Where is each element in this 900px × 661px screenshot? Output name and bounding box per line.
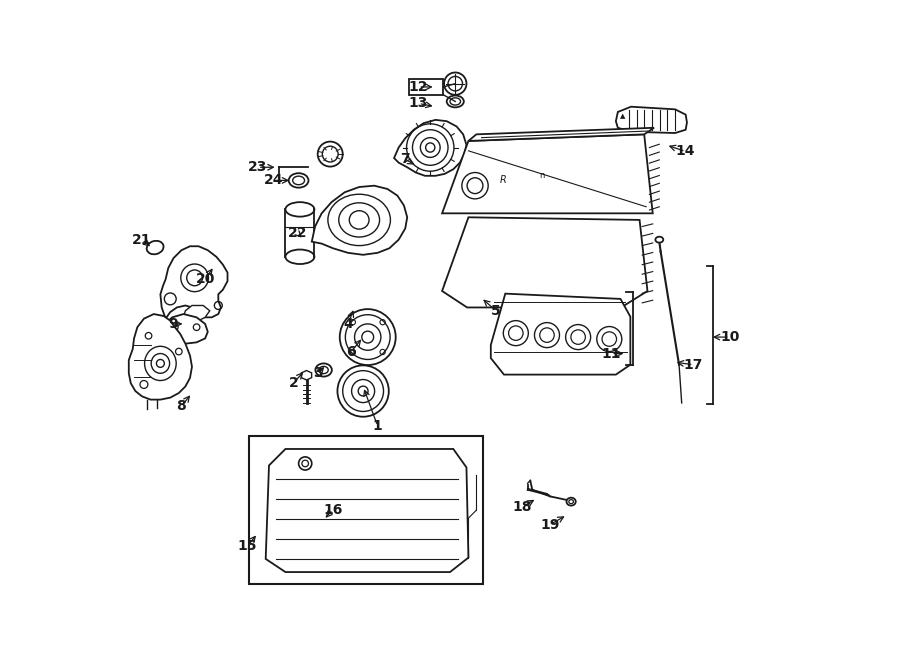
Polygon shape <box>445 264 491 297</box>
Text: 2: 2 <box>289 376 298 390</box>
Text: 11: 11 <box>601 346 621 360</box>
Text: 21: 21 <box>132 233 152 247</box>
Text: 7: 7 <box>400 153 410 167</box>
Polygon shape <box>311 186 407 254</box>
Bar <box>410 79 444 95</box>
Text: 23: 23 <box>248 160 267 175</box>
Text: 6: 6 <box>346 344 356 358</box>
Text: 16: 16 <box>323 502 343 516</box>
Polygon shape <box>164 314 208 344</box>
Text: ▲: ▲ <box>620 113 625 119</box>
Ellipse shape <box>446 96 464 107</box>
Text: 17: 17 <box>684 358 703 371</box>
Polygon shape <box>184 305 210 321</box>
Text: 1: 1 <box>373 419 382 433</box>
Text: 10: 10 <box>720 330 740 344</box>
Text: n: n <box>539 171 544 180</box>
Text: 14: 14 <box>676 145 696 159</box>
Text: 19: 19 <box>540 518 560 531</box>
Polygon shape <box>491 293 630 375</box>
Text: 24: 24 <box>264 173 284 188</box>
Ellipse shape <box>655 237 663 243</box>
Polygon shape <box>616 106 687 133</box>
Polygon shape <box>129 314 192 400</box>
Ellipse shape <box>338 366 389 416</box>
Text: 4: 4 <box>343 317 353 331</box>
Ellipse shape <box>339 309 396 365</box>
Polygon shape <box>442 134 652 214</box>
Text: 12: 12 <box>409 80 428 94</box>
Text: 9: 9 <box>168 317 178 331</box>
Text: R: R <box>500 175 506 186</box>
Ellipse shape <box>315 364 332 377</box>
Polygon shape <box>442 217 647 307</box>
Text: 3: 3 <box>313 366 323 380</box>
Text: 15: 15 <box>238 539 257 553</box>
Polygon shape <box>302 371 311 380</box>
Text: 13: 13 <box>409 97 428 110</box>
Text: 20: 20 <box>195 272 215 286</box>
Polygon shape <box>394 120 466 176</box>
Text: 5: 5 <box>491 304 501 318</box>
Polygon shape <box>468 128 654 141</box>
Ellipse shape <box>299 457 311 470</box>
Bar <box>249 436 483 584</box>
Text: 18: 18 <box>513 500 532 514</box>
Text: 22: 22 <box>287 226 307 240</box>
Ellipse shape <box>566 498 576 506</box>
Polygon shape <box>266 449 468 572</box>
Polygon shape <box>160 247 228 319</box>
Ellipse shape <box>444 73 466 95</box>
Text: 8: 8 <box>176 399 186 413</box>
